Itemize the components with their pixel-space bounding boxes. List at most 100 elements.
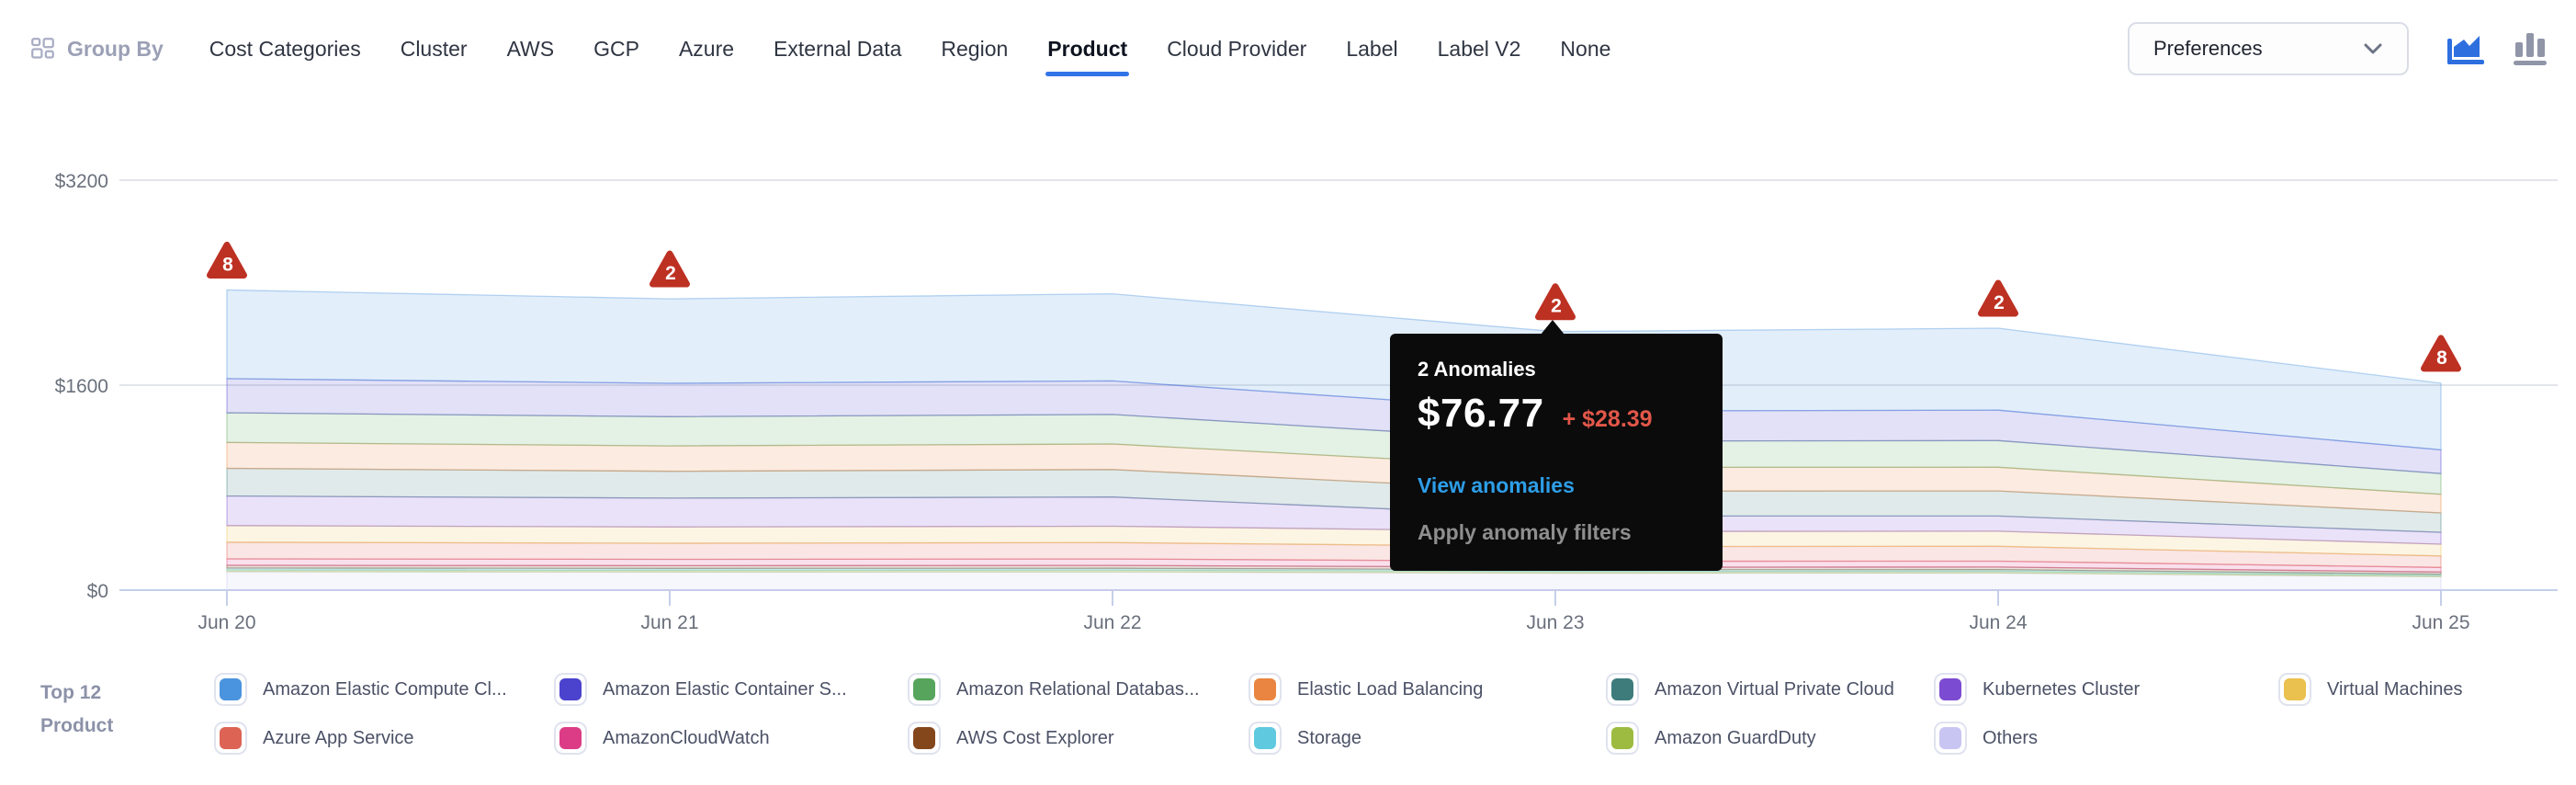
- tab-cost-categories[interactable]: Cost Categories: [209, 36, 361, 61]
- legend-item-label: AWS Cost Explorer: [956, 727, 1114, 748]
- legend-item-label: Amazon Relational Databas...: [956, 678, 1200, 700]
- x-axis-label: Jun 22: [1083, 612, 1141, 633]
- legend-color-chip: [1934, 673, 1967, 706]
- legend-color-chip: [908, 722, 941, 755]
- anomaly-marker[interactable]: 8: [2421, 335, 2461, 372]
- y-axis-label: $3200: [55, 171, 108, 192]
- legend-item[interactable]: Azure App Service: [214, 721, 414, 756]
- legend-item-label: Amazon Elastic Container S...: [603, 678, 847, 700]
- legend-item[interactable]: Elastic Load Balancing: [1248, 672, 1483, 707]
- legend-color-swatch: [1611, 678, 1633, 700]
- x-axis: Jun 20 Jun 21 Jun 22 Jun 23 Jun 24 Jun 25: [198, 591, 2470, 633]
- tab-gcp[interactable]: GCP: [593, 36, 639, 61]
- legend-item-label: Amazon Elastic Compute Cl...: [263, 678, 507, 700]
- anomaly-count: 2: [665, 263, 676, 284]
- legend-color-swatch: [1611, 727, 1633, 749]
- anomaly-marker[interactable]: 2: [650, 250, 690, 288]
- legend-color-swatch: [1254, 727, 1276, 749]
- anomaly-triangle-icon: [207, 241, 247, 279]
- legend-color-chip: [908, 673, 941, 706]
- tab-cluster[interactable]: Cluster: [400, 36, 468, 61]
- tooltip-cost-delta: + $28.39: [1562, 406, 1653, 432]
- legend-color-chip: [214, 722, 247, 755]
- series-area: [226, 378, 2442, 474]
- anomaly-markers: 8 2 2 2 8: [207, 241, 2461, 372]
- legend-color-chip: [1248, 722, 1282, 755]
- legend-color-swatch: [913, 727, 935, 749]
- tab-label[interactable]: Label: [1346, 36, 1398, 61]
- legend-item-label: Amazon Virtual Private Cloud: [1655, 678, 1894, 700]
- legend-color-swatch: [1939, 727, 1961, 749]
- series-area: [226, 467, 2442, 533]
- legend-item[interactable]: Others: [1934, 721, 2038, 756]
- legend-item[interactable]: Kubernetes Cluster: [1934, 672, 2140, 707]
- preferences-dropdown[interactable]: Preferences: [2128, 22, 2409, 75]
- preferences-label: Preferences: [2153, 37, 2263, 60]
- legend-color-chip: [1934, 722, 1967, 755]
- x-axis-label: Jun 24: [1969, 612, 2027, 633]
- legend-item[interactable]: Amazon Relational Databas...: [908, 672, 1200, 707]
- legend-item-label: Amazon GuardDuty: [1655, 727, 1816, 748]
- series-area: [226, 564, 2442, 575]
- legend-item[interactable]: Amazon Virtual Private Cloud: [1606, 672, 1894, 707]
- legend-color-swatch: [2284, 678, 2306, 700]
- tab-product[interactable]: Product: [1045, 31, 1130, 76]
- group-by-label: Group By: [67, 36, 164, 61]
- tab-azure[interactable]: Azure: [678, 36, 735, 61]
- legend-title-line2: Product: [40, 715, 114, 736]
- anomaly-count: 2: [1994, 292, 2005, 313]
- legend-color-swatch: [220, 727, 242, 749]
- group-by-tabs: Cost Categories Cluster AWS GCP Azure Externa…: [209, 31, 1611, 76]
- series-area: [226, 558, 2442, 573]
- series-area: [226, 289, 2442, 451]
- legend-color-swatch: [559, 727, 582, 749]
- x-axis-label: Jun 25: [2412, 612, 2469, 633]
- series-area: [226, 441, 2442, 514]
- tab-none[interactable]: None: [1560, 36, 1611, 61]
- tab-region[interactable]: Region: [941, 36, 1009, 61]
- tab-aws[interactable]: AWS: [506, 36, 555, 61]
- legend-color-chip: [2278, 673, 2311, 706]
- legend-color-chip: [1606, 673, 1639, 706]
- legend-item[interactable]: AWS Cost Explorer: [908, 721, 1114, 756]
- legend-item[interactable]: Amazon Elastic Compute Cl...: [214, 672, 507, 707]
- legend-item[interactable]: Amazon Elastic Container S...: [554, 672, 847, 707]
- legend-item-label: Storage: [1297, 727, 1362, 748]
- legend-item[interactable]: AmazonCloudWatch: [554, 721, 770, 756]
- anomaly-marker[interactable]: 8: [207, 241, 247, 279]
- anomaly-count: 2: [1551, 296, 1562, 317]
- legend-color-swatch: [1254, 678, 1276, 700]
- legend-color-chip: [554, 722, 587, 755]
- tab-external-data[interactable]: External Data: [774, 36, 902, 61]
- series-area: [226, 412, 2442, 495]
- apply-anomaly-filters-link[interactable]: Apply anomaly filters: [1418, 520, 1632, 544]
- legend-item-label: Others: [1983, 727, 2039, 748]
- series-area: [226, 541, 2442, 568]
- legend-item-label: Elastic Load Balancing: [1297, 678, 1484, 700]
- series-area: [226, 495, 2442, 545]
- series-area: [226, 525, 2442, 557]
- area-chart-icon[interactable]: [2444, 29, 2488, 68]
- x-axis-label: Jun 23: [1526, 612, 1584, 633]
- legend-item[interactable]: Storage: [1248, 721, 1361, 756]
- chart-areas: [226, 289, 2442, 591]
- tooltip-cost-value: $76.77: [1418, 391, 1544, 436]
- y-axis-label: $0: [87, 581, 108, 602]
- tab-label-v2[interactable]: Label V2: [1437, 36, 1521, 61]
- anomaly-count: 8: [222, 254, 233, 275]
- legend-color-chip: [1606, 722, 1639, 755]
- legend-item-label: AmazonCloudWatch: [603, 727, 770, 748]
- group-by-block: Group By: [30, 37, 164, 62]
- bar-chart-icon[interactable]: [2510, 29, 2550, 68]
- x-axis-label: Jun 20: [198, 612, 255, 633]
- legend-item[interactable]: Amazon GuardDuty: [1606, 721, 1816, 756]
- tab-cloud-provider[interactable]: Cloud Provider: [1167, 36, 1307, 61]
- anomaly-triangle-icon: [650, 250, 690, 288]
- anomaly-marker[interactable]: 2: [1978, 279, 2018, 317]
- legend-color-chip: [554, 673, 587, 706]
- tooltip-title: 2 Anomalies: [1418, 358, 1536, 381]
- anomaly-marker[interactable]: 2: [1535, 283, 1576, 321]
- legend-item[interactable]: Virtual Machines: [2278, 672, 2462, 707]
- view-anomalies-link[interactable]: View anomalies: [1418, 473, 1575, 497]
